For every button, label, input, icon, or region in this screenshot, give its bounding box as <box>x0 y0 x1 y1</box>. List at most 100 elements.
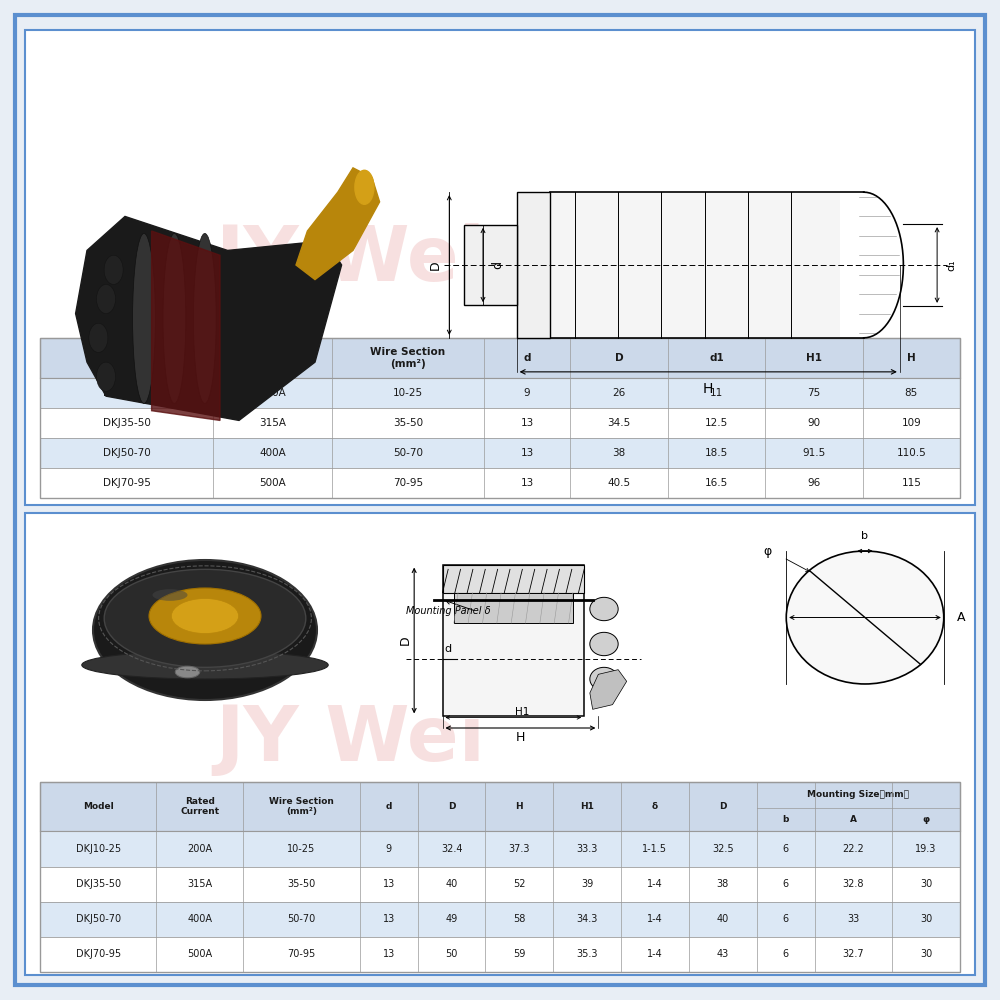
Text: 33.3: 33.3 <box>576 844 598 854</box>
Ellipse shape <box>590 597 618 621</box>
Text: 1-4: 1-4 <box>647 914 663 924</box>
Text: 59: 59 <box>513 949 526 959</box>
Text: 91.5: 91.5 <box>802 448 826 458</box>
Text: 13: 13 <box>520 448 534 458</box>
Polygon shape <box>296 168 380 280</box>
Text: 12.5: 12.5 <box>705 418 728 428</box>
Text: 22.2: 22.2 <box>843 844 864 854</box>
Text: H1: H1 <box>515 707 529 717</box>
Text: JY Wei: JY Wei <box>215 703 485 777</box>
Bar <box>40 408 960 438</box>
Bar <box>40 831 960 867</box>
Text: 37.3: 37.3 <box>509 844 530 854</box>
Ellipse shape <box>175 666 200 678</box>
Text: 13: 13 <box>383 949 395 959</box>
Ellipse shape <box>149 588 261 644</box>
Text: 39: 39 <box>581 879 593 889</box>
Text: DKJ70-95: DKJ70-95 <box>76 949 121 959</box>
Text: 33: 33 <box>847 914 860 924</box>
Text: 52: 52 <box>513 879 526 889</box>
Text: A: A <box>957 611 965 624</box>
Text: 13: 13 <box>383 914 395 924</box>
Bar <box>40 438 960 468</box>
Text: DKJ50-70: DKJ50-70 <box>76 914 121 924</box>
Text: Mounting Panel δ: Mounting Panel δ <box>406 606 490 616</box>
Text: 90: 90 <box>807 418 820 428</box>
Bar <box>40 902 960 937</box>
Text: 10-25: 10-25 <box>393 388 423 398</box>
Text: DKJ70-95: DKJ70-95 <box>103 478 151 488</box>
Text: 1-1.5: 1-1.5 <box>642 844 667 854</box>
Text: 1-4: 1-4 <box>647 879 663 889</box>
Ellipse shape <box>171 598 239 634</box>
Text: 26: 26 <box>612 388 626 398</box>
Bar <box>40 937 960 972</box>
Text: Rated
Current: Rated Current <box>180 797 219 816</box>
Text: H: H <box>516 802 523 811</box>
Text: 6: 6 <box>783 844 789 854</box>
Text: δ: δ <box>652 802 658 811</box>
Text: DKJ35-50: DKJ35-50 <box>76 879 121 889</box>
Ellipse shape <box>590 667 618 691</box>
Text: Model: Model <box>83 802 113 811</box>
Text: 315A: 315A <box>187 879 212 889</box>
Text: 6: 6 <box>783 914 789 924</box>
Text: D: D <box>719 802 726 811</box>
Text: 38: 38 <box>717 879 729 889</box>
Bar <box>40 338 960 498</box>
Text: 19.3: 19.3 <box>915 844 937 854</box>
Text: 30: 30 <box>920 879 932 889</box>
Text: D: D <box>615 353 623 363</box>
Text: H1: H1 <box>806 353 822 363</box>
Text: JY Wei: JY Wei <box>215 223 485 297</box>
Bar <box>25 30 975 505</box>
Text: 500A: 500A <box>187 949 212 959</box>
Text: 96: 96 <box>807 478 821 488</box>
Text: D: D <box>428 260 441 270</box>
Bar <box>40 338 960 378</box>
Text: 34.3: 34.3 <box>576 914 598 924</box>
Bar <box>464 225 517 305</box>
Text: 32.7: 32.7 <box>843 949 864 959</box>
Text: 50-70: 50-70 <box>393 448 423 458</box>
Text: b: b <box>862 531 868 541</box>
Bar <box>550 192 840 338</box>
Text: 50-70: 50-70 <box>287 914 316 924</box>
Text: 40: 40 <box>445 879 458 889</box>
Text: 11: 11 <box>710 388 723 398</box>
Text: d: d <box>445 644 452 654</box>
Text: 34.5: 34.5 <box>607 418 631 428</box>
Text: 115: 115 <box>901 478 921 488</box>
Ellipse shape <box>89 323 108 352</box>
Ellipse shape <box>152 589 188 601</box>
Polygon shape <box>590 670 627 709</box>
Text: 35.3: 35.3 <box>576 949 598 959</box>
Text: d: d <box>385 802 392 811</box>
Polygon shape <box>76 216 342 420</box>
Text: 30: 30 <box>920 949 932 959</box>
Text: b: b <box>782 815 789 824</box>
Bar <box>454 593 573 623</box>
Ellipse shape <box>104 569 306 667</box>
Text: d: d <box>491 261 504 269</box>
Bar <box>25 513 975 975</box>
Ellipse shape <box>97 284 116 314</box>
Ellipse shape <box>104 255 123 284</box>
Text: 32.8: 32.8 <box>843 879 864 889</box>
Text: 16.5: 16.5 <box>705 478 728 488</box>
Bar <box>40 782 960 831</box>
Text: 43: 43 <box>717 949 729 959</box>
Text: H: H <box>516 731 525 744</box>
Text: 400A: 400A <box>187 914 212 924</box>
Ellipse shape <box>82 651 328 679</box>
Text: Mounting Size（mm）: Mounting Size（mm） <box>807 790 909 799</box>
Ellipse shape <box>590 632 618 656</box>
Text: 32.5: 32.5 <box>712 844 734 854</box>
Text: DKJ10-25: DKJ10-25 <box>76 844 121 854</box>
Text: 58: 58 <box>513 914 526 924</box>
Text: 50: 50 <box>445 949 458 959</box>
Text: 6: 6 <box>783 949 789 959</box>
Text: 13: 13 <box>383 879 395 889</box>
Ellipse shape <box>163 233 186 403</box>
Text: 110.5: 110.5 <box>896 448 926 458</box>
